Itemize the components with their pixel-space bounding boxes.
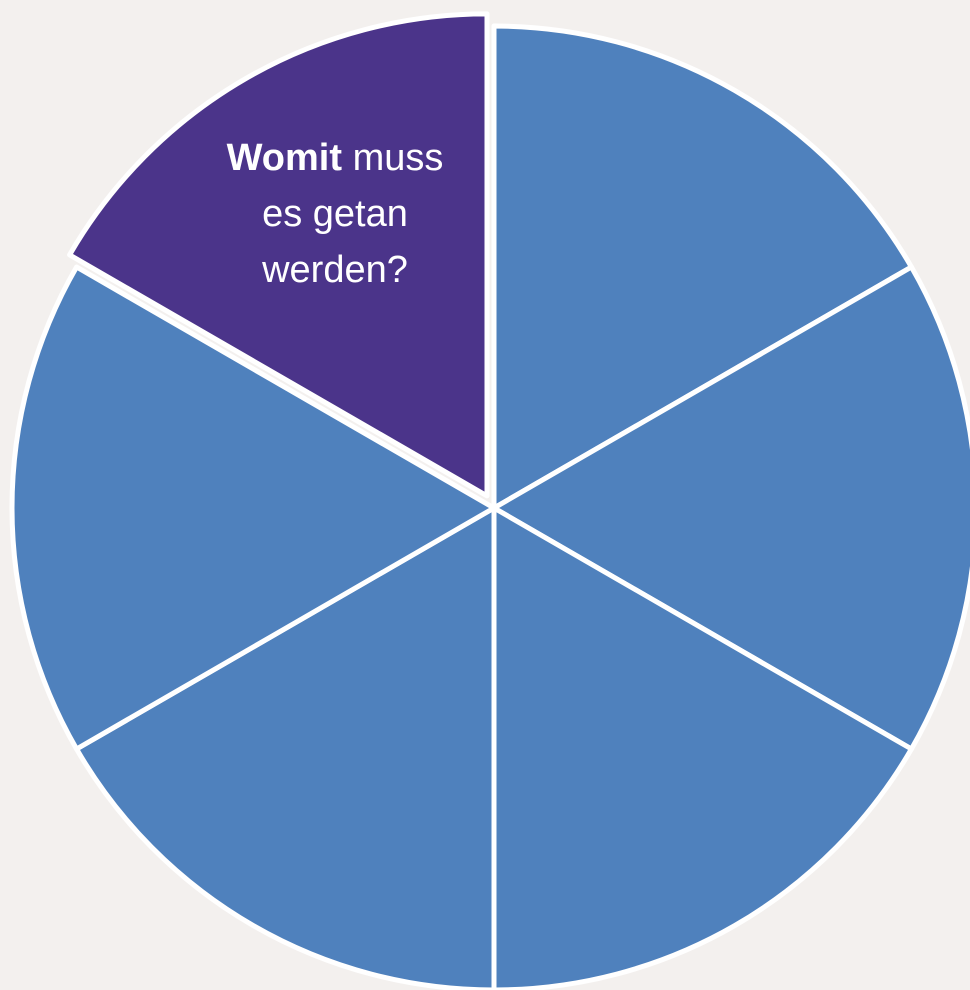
wheel-segment-6 (67, 11, 490, 499)
wheel-segments (9, 11, 970, 990)
wheel-segment-5 (9, 264, 497, 752)
highlighted-segment-label: Womit muss es getan werden? (190, 130, 480, 298)
label-line-1: Womit muss (190, 130, 480, 186)
wheel-segment-2 (491, 264, 970, 752)
wheel-segment-3 (491, 505, 914, 990)
label-bold-word: Womit (226, 137, 343, 179)
wheel-segment-4 (74, 505, 497, 990)
label-line-3: werden? (262, 249, 408, 291)
label-line-1-rest: muss (352, 137, 444, 179)
wheel-segment-1 (491, 23, 914, 511)
label-line-2: es getan (262, 193, 408, 235)
